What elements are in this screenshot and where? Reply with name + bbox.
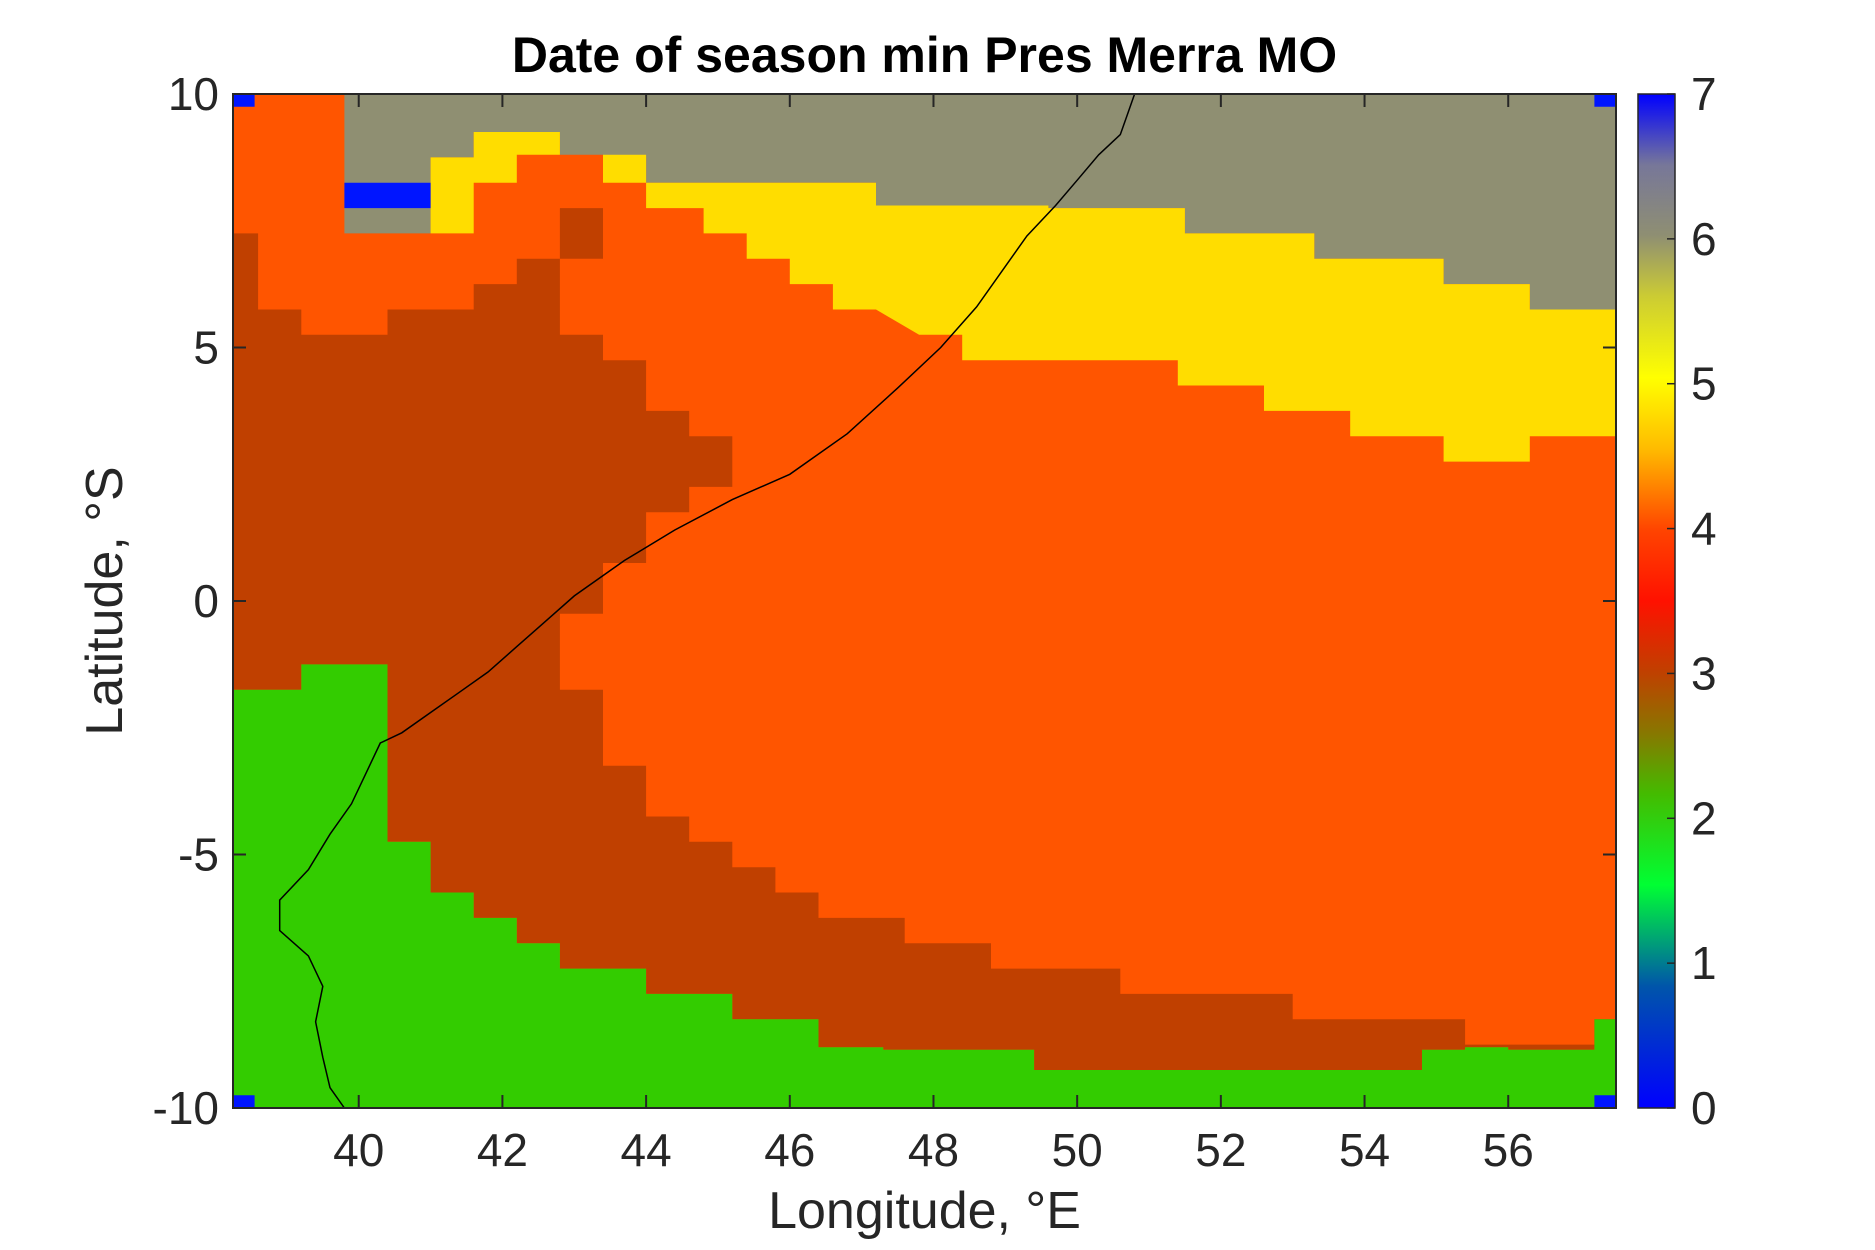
x-tick-label: 42 bbox=[477, 1124, 528, 1176]
coastline bbox=[278, 94, 1136, 1108]
colorbar-tick-label: 7 bbox=[1691, 68, 1717, 120]
region-value-0-10 bbox=[1594, 1095, 1616, 1108]
colorbar-gradient bbox=[1637, 93, 1676, 1109]
plot-area bbox=[233, 94, 1616, 1108]
x-tick-label: 46 bbox=[764, 1124, 815, 1176]
y-tick-label: 5 bbox=[193, 322, 219, 374]
y-tick-label: -5 bbox=[178, 829, 219, 881]
y-axis-ticks: -10 -5 0 5 10 bbox=[153, 68, 1616, 1134]
x-axis-ticks: 40 42 44 46 48 50 52 54 56 bbox=[333, 94, 1534, 1176]
region-value-5-2 bbox=[430, 132, 560, 234]
region-value-3-4 bbox=[233, 208, 1616, 1071]
region-value-0-6 bbox=[344, 182, 431, 209]
region-value-0-7 bbox=[233, 94, 255, 107]
y-axis-label: Latitude, °S bbox=[76, 466, 134, 735]
region-value-0-8 bbox=[1594, 94, 1616, 107]
x-axis-label: Longitude, °E bbox=[768, 1182, 1081, 1240]
heatmap-regions bbox=[233, 94, 1616, 1108]
y-tick-label: 0 bbox=[193, 575, 219, 627]
colorbar-tick-label: 2 bbox=[1691, 792, 1717, 844]
y-tick-label: -10 bbox=[153, 1082, 219, 1134]
colorbar-tick-label: 1 bbox=[1691, 937, 1717, 989]
colorbar-ticks: 0 1 2 3 4 5 6 7 bbox=[1667, 68, 1717, 1134]
x-tick-label: 44 bbox=[621, 1124, 672, 1176]
y-tick-label: 10 bbox=[168, 68, 219, 120]
region-value-2-5 bbox=[233, 664, 1616, 1108]
colorbar-tick-label: 6 bbox=[1691, 213, 1717, 265]
x-tick-label: 48 bbox=[908, 1124, 959, 1176]
colorbar-tick-label: 3 bbox=[1691, 647, 1717, 699]
colorbar-tick-label: 4 bbox=[1691, 503, 1717, 555]
region-value-6-0 bbox=[344, 94, 1616, 310]
chart-title: Date of season min Pres Merra MO bbox=[512, 27, 1337, 83]
colorbar-tick-label: 0 bbox=[1691, 1082, 1717, 1134]
x-tick-label: 52 bbox=[1195, 1124, 1246, 1176]
region-value-5-1 bbox=[646, 182, 1616, 462]
region-value-5-3 bbox=[603, 154, 647, 183]
colorbar-tick-label: 5 bbox=[1691, 358, 1717, 410]
colorbar: 0 1 2 3 4 5 6 7 bbox=[1637, 68, 1717, 1134]
x-tick-label: 56 bbox=[1483, 1124, 1534, 1176]
x-tick-label: 54 bbox=[1339, 1124, 1390, 1176]
x-tick-label: 40 bbox=[333, 1124, 384, 1176]
x-tick-label: 50 bbox=[1052, 1124, 1103, 1176]
region-value-0-9 bbox=[233, 1095, 255, 1108]
